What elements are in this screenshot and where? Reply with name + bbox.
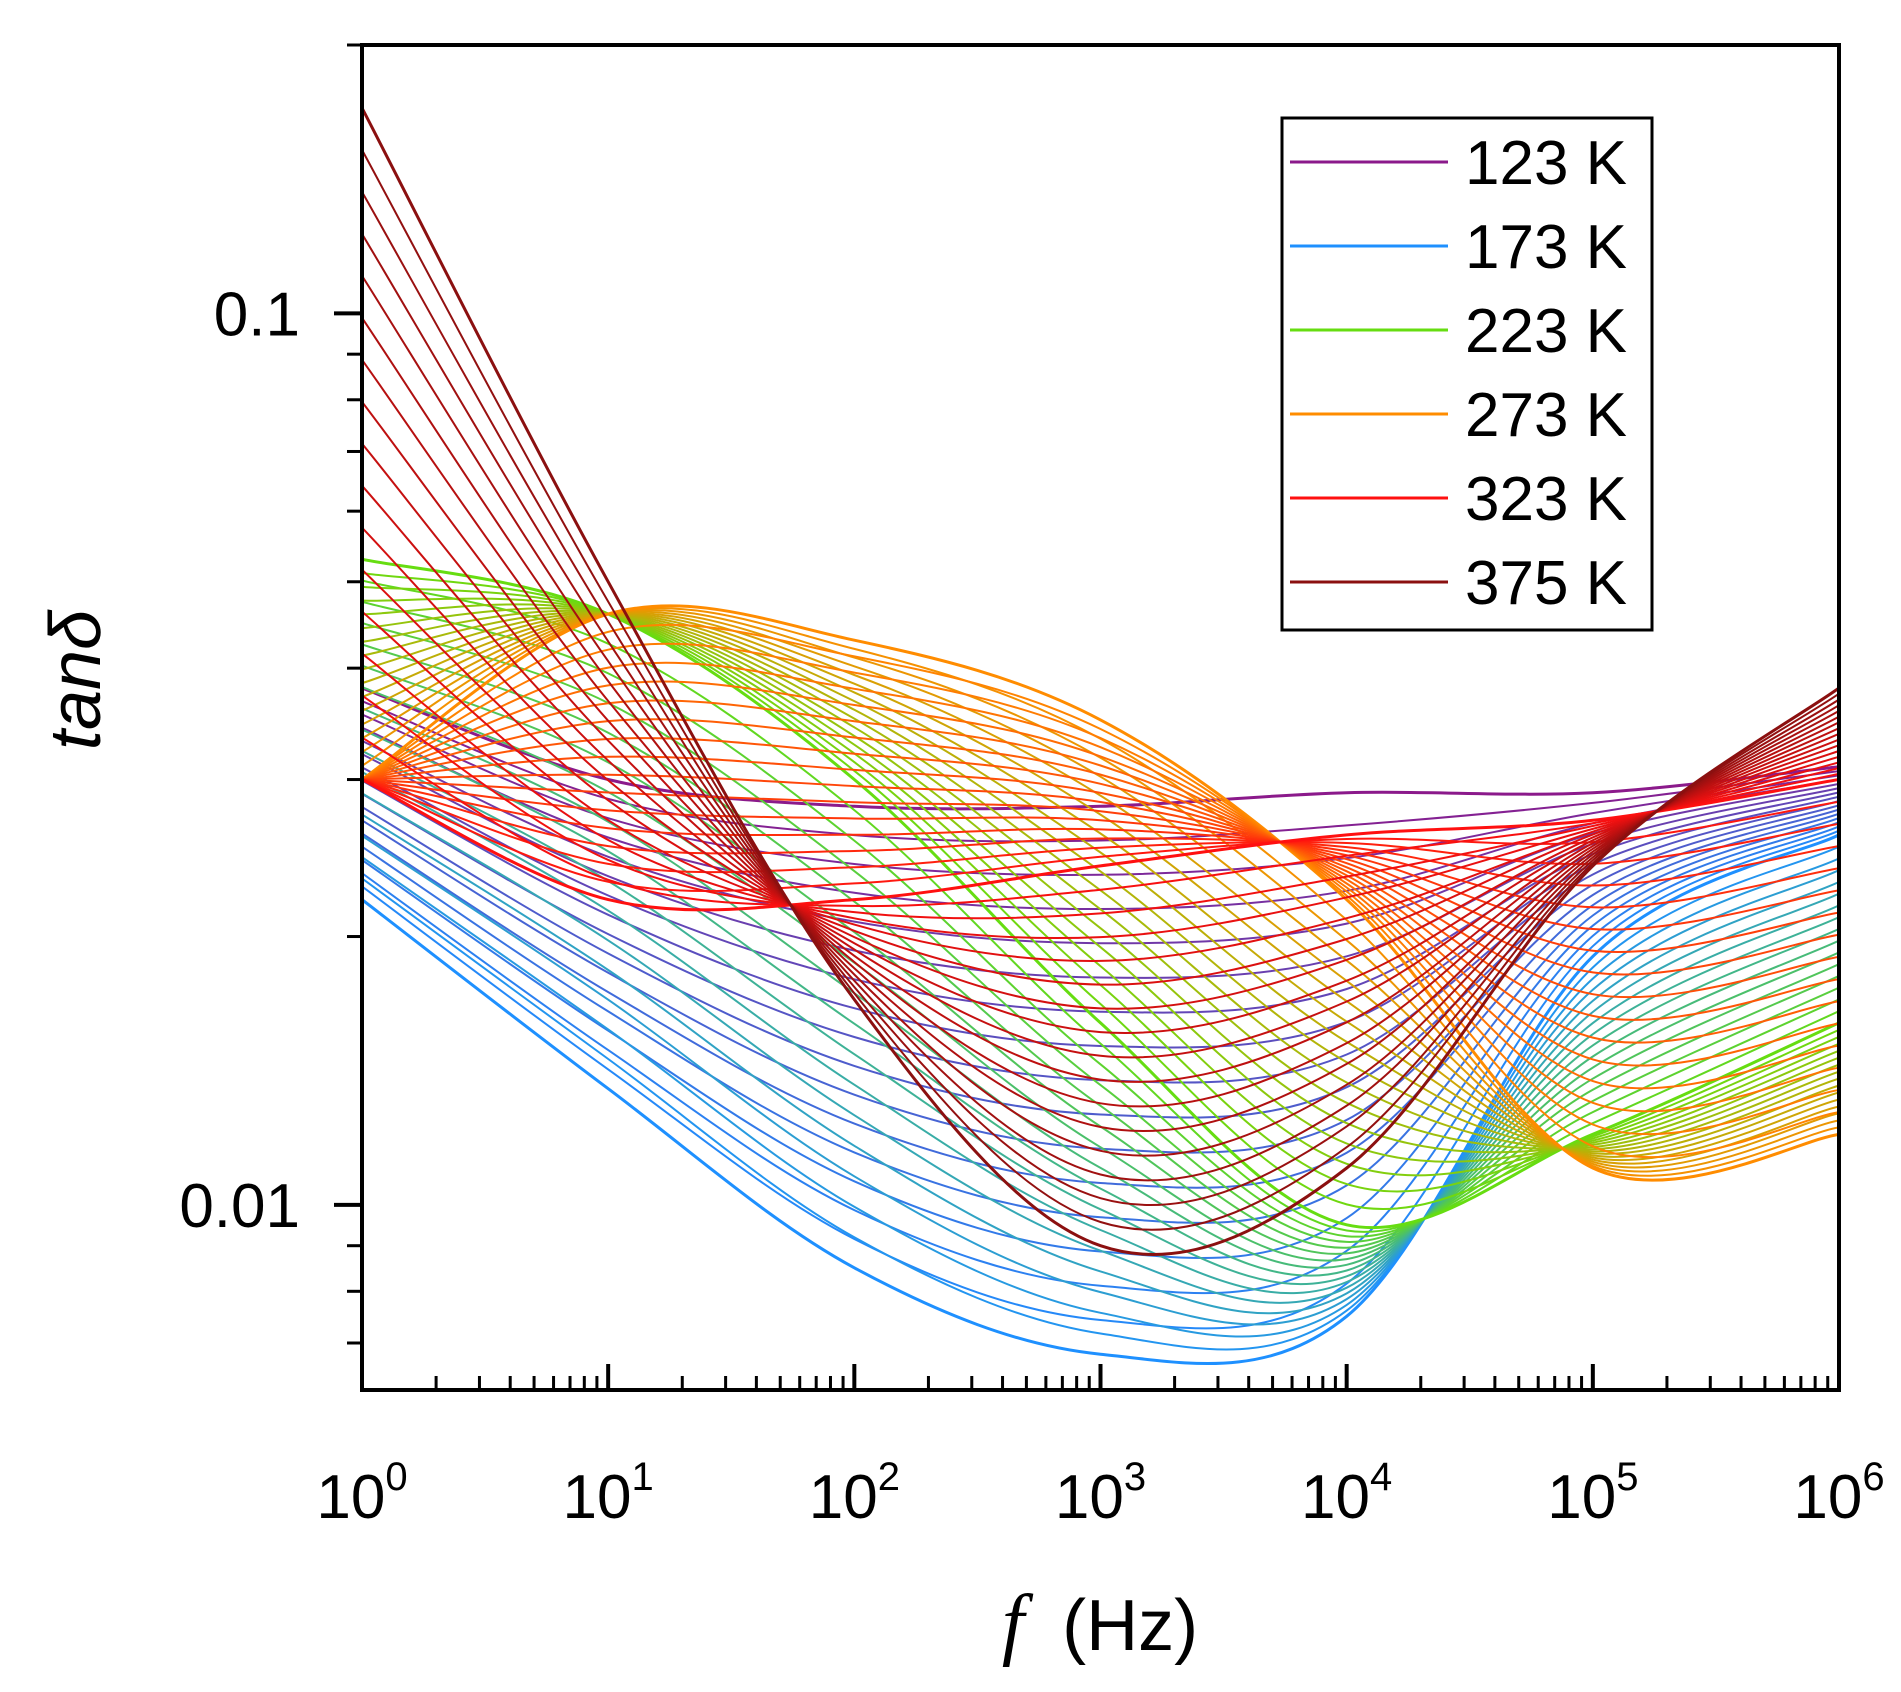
labels-layer: 100 101 102 103 104 105 106 0.01 0.1 [179, 280, 1884, 1532]
series-line-173k-trace-12 [362, 643, 1839, 1249]
series-line-323k-trace-5 [362, 568, 1839, 986]
series-line-123k-trace-2 [362, 713, 1839, 876]
series-line-323k-trace-6 [362, 527, 1839, 1010]
series-line-323k-trace-12 [362, 275, 1839, 1157]
series-line-273k-trace-4 [362, 680, 1839, 1090]
x-tick-label: 103 [1055, 1455, 1146, 1532]
y-tick-label: 0.01 [179, 1172, 300, 1241]
legend: 123 K 173 K 223 K 273 K 323 K 375 K [1280, 116, 1654, 632]
series-line-273k-trace-13 [362, 778, 1839, 887]
legend-label: 123 K [1465, 129, 1627, 198]
legend-box [1280, 116, 1654, 632]
series-line-273k-trace-1 [362, 623, 1839, 1159]
series-line-323k-trace-2 [362, 694, 1839, 920]
series-line-123k-trace-14 [362, 825, 1839, 1295]
legend-label: 273 K [1465, 381, 1627, 450]
series-line-273k-trace-11 [362, 778, 1839, 931]
series-line-323k-trace-11 [362, 317, 1839, 1133]
x-tick-label: 104 [1301, 1455, 1392, 1532]
series-line-323k-trace-15 [362, 149, 1839, 1231]
series-line-323k-trace-1 [362, 736, 1839, 908]
series-line-273k-trace-2 [362, 642, 1839, 1136]
series-line-173k-trace-14 [362, 600, 1839, 1238]
series-line-273k-trace-3 [362, 661, 1839, 1113]
legend-label: 375 K [1465, 549, 1627, 618]
series-line-323k-trace-14 [362, 191, 1839, 1206]
series-line-123k-trace-11 [362, 812, 1839, 1189]
series-line-173k-trace-4 [362, 813, 1839, 1315]
curves-layer [362, 107, 1839, 1366]
series-line-375k [362, 107, 1839, 1256]
x-axis-title: f (Hz) [1002, 1580, 1198, 1668]
x-tick-label: 102 [809, 1455, 900, 1532]
series-line-173k-trace-5 [362, 792, 1839, 1304]
series-line-123k-trace-10 [362, 808, 1839, 1154]
x-axis-unit: (Hz) [1062, 1586, 1198, 1666]
ticks-layer [334, 43, 1841, 1390]
series-line-273k-trace-5 [362, 699, 1839, 1067]
legend-label: 223 K [1465, 297, 1627, 366]
series-line-173k-trace-15 [362, 579, 1839, 1233]
series-line-173k [362, 833, 1839, 1366]
x-axis-symbol: f [1002, 1580, 1034, 1668]
x-tick-label: 101 [563, 1455, 654, 1532]
series-line-323k-trace-3 [362, 652, 1839, 940]
legend-label: 173 K [1465, 213, 1627, 282]
series-line-323k-trace-10 [362, 359, 1839, 1108]
y-axis-title: tanδ [36, 609, 116, 750]
series-line-123k-trace-15 [362, 829, 1839, 1330]
series-line-323k-trace-13 [362, 233, 1839, 1182]
series-line-273k-trace-7 [362, 737, 1839, 1021]
series-line-173k-trace-8 [362, 728, 1839, 1277]
y-tick-label: 0.1 [214, 280, 300, 349]
series-line-173k-trace-1 [362, 845, 1839, 1351]
x-tick-label: 106 [1793, 1455, 1884, 1532]
x-tick-label: 100 [316, 1455, 407, 1532]
series-line-173k-trace-3 [362, 834, 1839, 1326]
series-line-323k-trace-8 [362, 443, 1839, 1059]
series-line-173k-trace-2 [362, 856, 1839, 1338]
series-line-323k-trace-7 [362, 485, 1839, 1035]
series-line-123k-trace-1 [362, 700, 1839, 843]
series-line-273k-trace-9 [362, 773, 1839, 976]
legend-label: 323 K [1465, 465, 1627, 534]
x-tick-label: 105 [1547, 1455, 1638, 1532]
series-line-123k-trace-12 [362, 816, 1839, 1224]
series-line-173k-trace-6 [362, 771, 1839, 1295]
series-line-273k-trace-12 [362, 778, 1839, 909]
series-line-323k-trace-4 [362, 610, 1839, 962]
series-line-273k [362, 604, 1839, 1182]
series-line-173k-trace-9 [362, 707, 1839, 1269]
series-line-323k [362, 778, 1839, 912]
series-line-323k-trace-9 [362, 401, 1839, 1083]
series-line-273k-trace-10 [362, 778, 1839, 953]
series-line-273k-trace-8 [362, 755, 1839, 999]
